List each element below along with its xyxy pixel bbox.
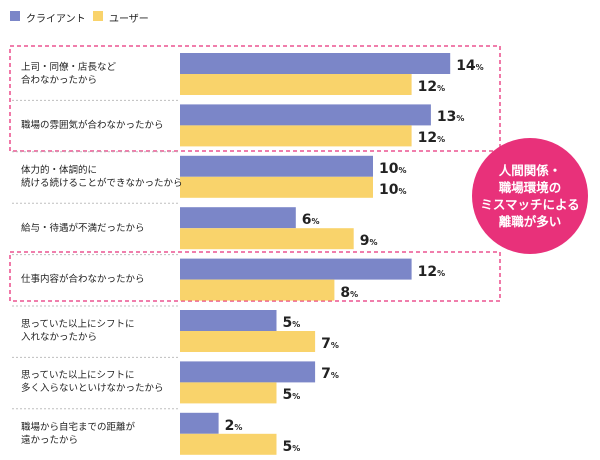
bar-user (180, 228, 354, 250)
legend-label-client: クライアント (26, 14, 86, 25)
value-unit: % (475, 63, 484, 72)
value-unit: % (292, 443, 301, 453)
value-label-user: 8% (340, 282, 358, 301)
bar-user (180, 279, 335, 301)
value-unit: % (292, 320, 301, 329)
value-label-client: 6% (302, 209, 320, 228)
category-label: 給与・待遇が不満だったから (21, 222, 145, 234)
value-unit: % (350, 289, 359, 299)
value-label-user: 12% (418, 76, 446, 95)
value-number: 6 (301, 212, 312, 229)
category-label: 思っていた以上にシフトに 入れなかったから (21, 319, 135, 343)
value-number: 10 (379, 160, 399, 177)
value-number: 10 (379, 181, 399, 198)
value-label-user: 5% (283, 384, 301, 403)
value-unit: % (398, 165, 407, 175)
category-label: 思っていた以上にシフトに 多く入らないといけなかったから (21, 370, 164, 395)
value-label-client: 13% (437, 106, 465, 125)
value-unit: % (369, 238, 378, 248)
bar-client (180, 258, 412, 280)
value-unit: % (437, 268, 446, 278)
bar-client (180, 53, 451, 74)
value-label-client: 10% (379, 158, 407, 177)
bar-client (180, 310, 277, 331)
bar-client (180, 155, 373, 177)
value-number: 5 (282, 438, 293, 455)
value-number: 2 (224, 417, 235, 434)
value-label-client: 14% (456, 55, 484, 74)
value-number: 12 (417, 130, 438, 147)
value-label-client: 2% (225, 415, 243, 434)
legend-label-user: ユーザー (109, 14, 149, 25)
category-label: 仕事内容が合わなかったから (21, 274, 145, 286)
value-unit: % (437, 84, 446, 93)
value-unit: % (398, 186, 407, 196)
value-number: 14 (456, 58, 476, 74)
value-unit: % (330, 341, 339, 350)
highlight-box (9, 251, 501, 302)
value-label-client: 5% (283, 312, 301, 331)
value-number: 13 (436, 109, 457, 126)
value-label-user: 12% (418, 127, 446, 146)
category-label: 職場の雰囲気が合わなかったから (21, 119, 164, 131)
value-number: 5 (282, 315, 293, 331)
value-number: 7 (321, 336, 331, 352)
value-unit: % (330, 371, 339, 381)
value-number: 7 (321, 366, 331, 383)
value-label-user: 9% (360, 230, 378, 249)
bar-client (180, 361, 316, 383)
value-number: 5 (282, 387, 293, 404)
bar-user (180, 382, 277, 404)
value-number: 8 (340, 284, 351, 301)
bar-client (180, 104, 431, 126)
value-unit: % (292, 392, 301, 402)
value-label-user: 7% (321, 333, 339, 352)
bar-user (180, 331, 316, 352)
legend-swatch-user (93, 11, 103, 21)
value-label-client: 12% (418, 261, 446, 280)
value-number: 9 (359, 233, 370, 250)
legend-swatch-client (10, 11, 20, 21)
bar-user (180, 433, 277, 455)
bar-client (180, 207, 296, 229)
bar-user (180, 176, 373, 198)
bar-user (180, 74, 412, 95)
category-label: 上司・同僚・店長など 合わなかったから (21, 62, 117, 86)
bar-user (180, 125, 412, 147)
value-number: 12 (417, 263, 438, 280)
callout-badge: 人間関係・ 職場環境の ミスマッチによる 離職が多い (472, 138, 588, 254)
value-label-user: 5% (283, 436, 301, 455)
value-unit: % (311, 217, 320, 227)
value-label-client: 7% (321, 363, 339, 382)
category-label: 職場から自宅までの距離が 遠かったから (21, 421, 136, 446)
value-label-user: 10% (379, 179, 407, 198)
value-unit: % (437, 135, 446, 145)
value-number: 12 (417, 79, 438, 95)
value-unit: % (456, 114, 465, 124)
category-label: 体力的・体調的に 続ける続けることができなかったから (21, 164, 183, 189)
highlight-box (9, 45, 501, 152)
value-unit: % (234, 422, 243, 432)
bar-client (180, 412, 219, 434)
